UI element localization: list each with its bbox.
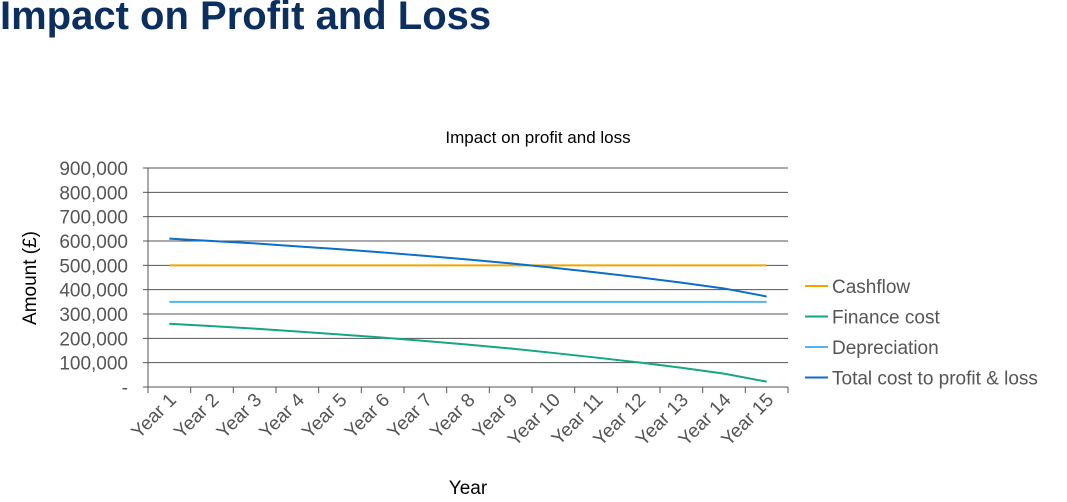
x-tick-label: Year 2 bbox=[170, 390, 223, 443]
series-line-3 bbox=[169, 237, 767, 298]
page-title: Impact on Profit and Loss bbox=[0, 0, 492, 38]
x-tick-label: Year 3 bbox=[213, 390, 266, 443]
series-line-1 bbox=[169, 322, 767, 383]
chart-title: Impact on profit and loss bbox=[445, 128, 630, 147]
y-tick-label: 400,000 bbox=[59, 281, 128, 302]
legend-label: Finance cost bbox=[832, 308, 940, 329]
y-tick-label: 700,000 bbox=[59, 208, 128, 229]
y-tick-label: 800,000 bbox=[59, 183, 128, 204]
x-tick-label: Year 7 bbox=[384, 390, 437, 443]
x-tick-label: Year 5 bbox=[298, 390, 351, 443]
x-axis-label: Year bbox=[449, 478, 488, 499]
y-tick-label: 900,000 bbox=[59, 159, 128, 180]
y-tick-label: 600,000 bbox=[59, 232, 128, 253]
y-tick-label: 100,000 bbox=[59, 354, 128, 375]
legend-label: Total cost to profit & loss bbox=[832, 369, 1038, 390]
x-tick-label: Year 1 bbox=[128, 390, 181, 443]
legend-label: Cashflow bbox=[832, 277, 910, 298]
x-tick-label: Year 6 bbox=[341, 390, 394, 443]
y-tick-label: 200,000 bbox=[59, 329, 128, 350]
legend-label: Depreciation bbox=[832, 338, 939, 359]
x-tick-label: Year 8 bbox=[426, 390, 479, 443]
y-axis-label: Amount (£) bbox=[20, 231, 41, 325]
x-tick-label: Year 4 bbox=[256, 389, 310, 443]
y-tick-label: - bbox=[122, 378, 128, 399]
y-tick-label: 300,000 bbox=[59, 305, 128, 326]
y-tick-label: 500,000 bbox=[59, 256, 128, 277]
